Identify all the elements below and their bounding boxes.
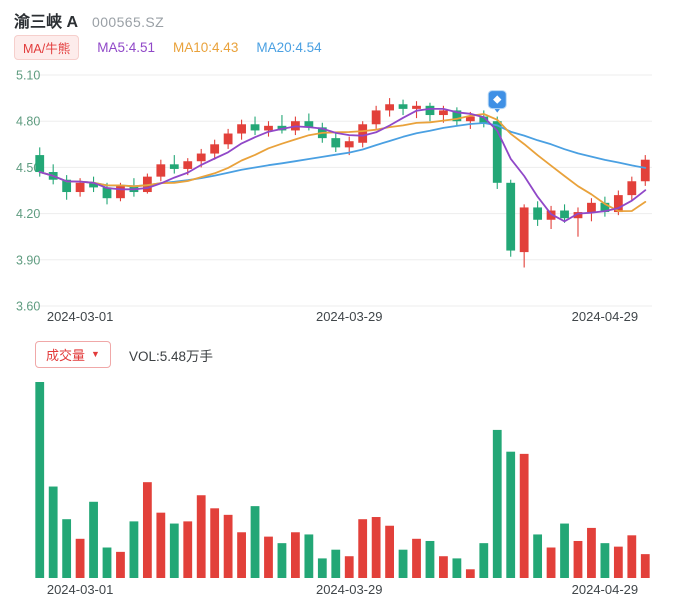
svg-text:4.50: 4.50 [16, 161, 40, 175]
price-gridlines [33, 74, 652, 307]
ma10-line [38, 113, 647, 213]
ma5-readout: MA5:4.51 [97, 40, 156, 55]
volume-selector[interactable]: 成交量 ▼ [35, 341, 111, 368]
volume-bars[interactable] [35, 382, 650, 578]
volume-header: 成交量 ▼ VOL:5.48万手 [35, 341, 213, 368]
ma5-line [38, 108, 647, 223]
ma-mode-toggle[interactable]: MA/牛熊 [14, 35, 80, 60]
stock-name: 渝三峡 A [14, 14, 79, 31]
ma10-readout: MA10:4.43 [173, 40, 239, 55]
svg-text:2024-03-01: 2024-03-01 [47, 309, 114, 324]
candles[interactable] [35, 98, 650, 268]
volume-chart[interactable]: 2024-03-01 2024-03-29 2024-04-29 [0, 372, 686, 600]
stock-code: 000565.SZ [92, 14, 165, 30]
caret-down-icon: ▼ [91, 349, 100, 359]
ma20-readout: MA20:4.54 [256, 40, 322, 55]
svg-text:2024-04-29: 2024-04-29 [572, 582, 639, 597]
svg-text:2024-04-29: 2024-04-29 [572, 309, 639, 324]
volume-readout: VOL:5.48万手 [128, 348, 213, 364]
svg-text:3.90: 3.90 [16, 253, 40, 267]
header: 渝三峡 A 000565.SZ [14, 8, 164, 32]
volume-x-axis-labels: 2024-03-01 2024-03-29 2024-04-29 [47, 582, 638, 597]
svg-text:5.10: 5.10 [16, 69, 40, 83]
svg-text:3.60: 3.60 [16, 300, 40, 314]
svg-text:4.20: 4.20 [16, 207, 40, 221]
event-marker-icon[interactable] [487, 90, 507, 113]
volume-selector-label: 成交量 [46, 348, 86, 363]
price-y-axis-labels: 5.10 4.80 4.50 4.20 3.90 3.60 [16, 69, 40, 314]
svg-text:2024-03-29: 2024-03-29 [316, 582, 383, 597]
price-x-axis-labels: 2024-03-01 2024-03-29 2024-04-29 [47, 309, 638, 324]
svg-text:4.80: 4.80 [16, 115, 40, 129]
svg-text:2024-03-29: 2024-03-29 [316, 309, 383, 324]
svg-text:2024-03-01: 2024-03-01 [47, 582, 114, 597]
ma-legend: MA/牛熊 MA5:4.51 MA10:4.43 MA20:4.54 [14, 35, 322, 60]
